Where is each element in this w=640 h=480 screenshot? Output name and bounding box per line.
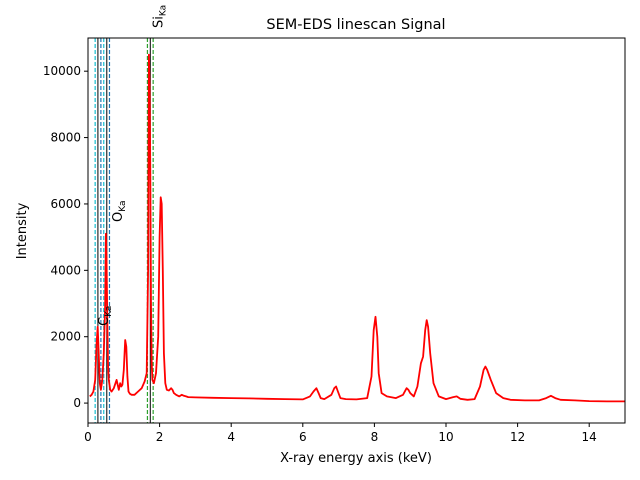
plot-frame <box>87 37 626 424</box>
y-axis-label: Intensity <box>15 202 30 259</box>
x-tick-label: 8 <box>371 430 379 444</box>
x-axis-label: X-ray energy axis (keV) <box>280 451 432 466</box>
x-tick-label: 4 <box>227 430 235 444</box>
x-tick-label: 14 <box>582 430 597 444</box>
x-tick-label: 2 <box>156 430 164 444</box>
x-tick-label: 0 <box>84 430 92 444</box>
spectrum-series <box>89 53 625 403</box>
si-line-subscript: Ka <box>158 5 168 16</box>
si-element-symbol: Si <box>151 16 166 28</box>
y-tick-label: 0 <box>73 396 81 410</box>
o-line-subscript: Ka <box>118 201 128 212</box>
c-line-subscript: Ka <box>104 306 114 317</box>
y-tick-label: 2000 <box>50 330 81 344</box>
y-axis: 0 2000 4000 6000 8000 10000 <box>43 64 88 410</box>
x-tick-label: 12 <box>510 430 525 444</box>
c-element-symbol: C <box>97 317 112 326</box>
c-line-label: CKa <box>97 306 114 326</box>
x-tick-label: 6 <box>299 430 307 444</box>
o-line-label: OKa <box>111 201 128 223</box>
o-element-symbol: O <box>111 212 126 222</box>
chart-title: SEM-EDS linescan Signal <box>266 17 445 33</box>
y-tick-label: 10000 <box>43 64 81 78</box>
si-line-label: SiKa <box>151 5 168 28</box>
y-tick-label: 6000 <box>50 197 81 211</box>
x-tick-label: 10 <box>438 430 453 444</box>
y-tick-label: 4000 <box>50 263 81 277</box>
y-tick-label: 8000 <box>50 131 81 145</box>
spectrum-line <box>89 53 625 403</box>
x-axis: 0 2 4 6 8 10 12 14 <box>84 423 597 444</box>
